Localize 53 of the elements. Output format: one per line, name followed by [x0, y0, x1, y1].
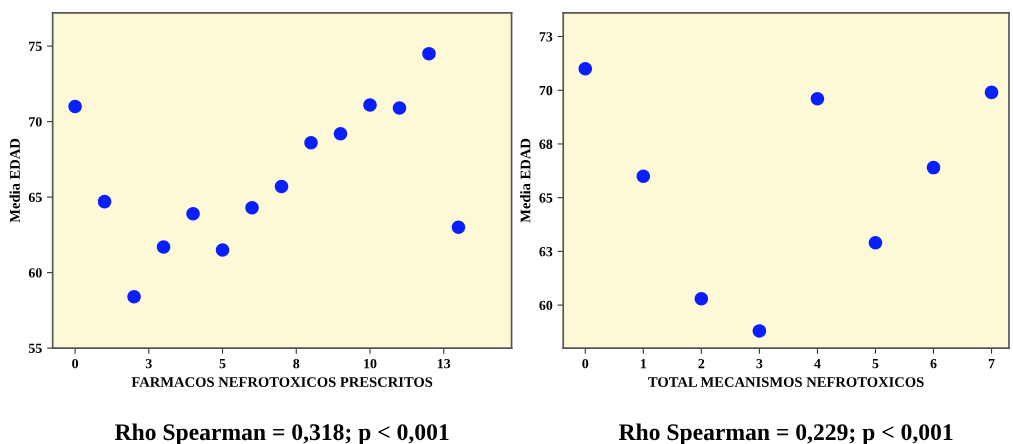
point [694, 291, 709, 306]
y-tick-label: 73 [539, 32, 553, 42]
x-tick-label: 3 [756, 358, 763, 369]
y-tick-label: 65 [28, 192, 42, 203]
x-tick-label: 10 [364, 358, 377, 369]
x-tick-label: 1 [640, 358, 647, 369]
y-tick-label: 70 [29, 117, 42, 127]
x-tick-label: 0 [72, 358, 79, 369]
y-tick-label: 75 [29, 41, 42, 52]
text: Rho Spearman = 0,318; p < 0,001 [114, 423, 449, 444]
y-tick-label: 63 [539, 247, 553, 257]
point [363, 98, 377, 112]
y-axis-title: Media EDAD [520, 138, 531, 223]
y-axis-title: Media EDAD [9, 138, 20, 223]
point [926, 160, 941, 175]
point [274, 179, 289, 194]
x-axis-title: TOTAL MECANISMOS NEFROTOXICOS [648, 377, 924, 387]
x-tick-label: 6 [930, 358, 937, 369]
x-tick-label: 4 [814, 359, 821, 369]
point [245, 200, 259, 215]
point [868, 236, 883, 250]
point [97, 194, 112, 209]
point [156, 240, 171, 254]
x-tick-label: 0 [582, 358, 589, 369]
x-tick-label: 8 [293, 358, 300, 369]
x-tick-label: 7 [988, 359, 995, 369]
y-tick-label: 55 [28, 343, 42, 354]
x-tick-label: 13 [437, 358, 451, 369]
y-tick-label: 68 [539, 139, 553, 149]
point [333, 126, 348, 141]
point [186, 206, 200, 221]
x-axis-title: FARMACOS NEFROTOXICOS PRESCRITOS [131, 377, 433, 387]
point [422, 46, 436, 61]
point [752, 324, 767, 338]
point [984, 85, 999, 100]
x-tick-label: 5 [219, 359, 226, 369]
point [451, 220, 466, 235]
y-tick-label: 70 [539, 85, 553, 96]
text: Rho Spearman = 0,229; p < 0,001 [618, 423, 953, 444]
x-tick-label: 3 [145, 358, 152, 369]
point [636, 169, 651, 183]
y-tick-label: 60 [539, 300, 553, 311]
y-tick-label: 60 [28, 268, 42, 278]
point [578, 61, 593, 76]
point [304, 135, 318, 150]
point [68, 99, 82, 114]
x-tick-label: 2 [698, 358, 705, 369]
point [810, 92, 825, 106]
point [215, 243, 230, 257]
y-tick-label: 65 [539, 193, 553, 203]
point [127, 289, 141, 304]
x-tick-label: 5 [872, 359, 879, 369]
point [392, 101, 407, 115]
